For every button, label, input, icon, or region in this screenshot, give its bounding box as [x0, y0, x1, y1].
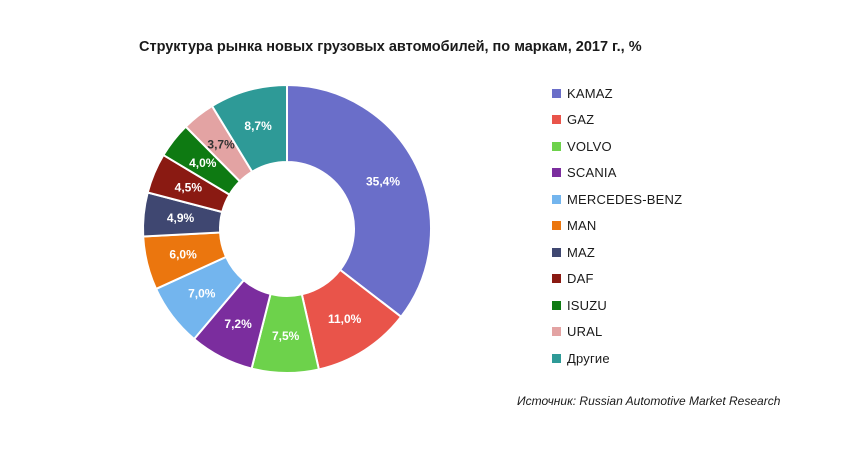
- legend-item: MAZ: [552, 239, 682, 266]
- data-label: 4,5%: [175, 181, 203, 195]
- legend-label: MERCEDES-BENZ: [567, 191, 683, 207]
- legend-label: SCANIA: [567, 165, 617, 181]
- legend-label: GAZ: [567, 112, 595, 128]
- legend-swatch: [552, 327, 561, 337]
- slice-другие: [210, 83, 288, 174]
- legend-swatch: [552, 247, 561, 257]
- legend-swatch: [552, 274, 561, 284]
- data-label: 3,7%: [207, 138, 235, 152]
- legend-swatch: [552, 141, 561, 151]
- legend-swatch: [552, 115, 561, 125]
- legend-label: URAL: [567, 324, 603, 340]
- slice-kamaz: [286, 83, 432, 319]
- data-label: 7,2%: [224, 317, 252, 331]
- legend-swatch: [552, 88, 561, 98]
- data-label: 7,5%: [272, 329, 300, 343]
- legend-label: DAF: [567, 271, 594, 287]
- legend-label: KAMAZ: [567, 85, 613, 101]
- legend-item: ISUZU: [552, 292, 682, 319]
- legend-label: MAN: [567, 218, 597, 234]
- legend-item: URAL: [552, 319, 682, 346]
- legend-swatch: [552, 168, 561, 178]
- data-label: 35,4%: [366, 175, 400, 189]
- legend-item: MERCEDES-BENZ: [552, 186, 682, 213]
- legend-swatch: [552, 353, 561, 363]
- legend-item: MAN: [552, 213, 682, 240]
- legend-item: Другие: [552, 345, 682, 372]
- legend-item: DAF: [552, 266, 682, 293]
- legend-label: MAZ: [567, 244, 596, 260]
- chart-legend: KAMAZ GAZ VOLVO SCANIA MERCEDES-BENZ MAN MAZ DA…: [552, 80, 682, 372]
- data-label: 7,0%: [188, 287, 216, 301]
- legend-item: GAZ: [552, 107, 682, 134]
- data-label: 11,0%: [328, 312, 362, 326]
- data-label: 4,9%: [167, 211, 195, 225]
- legend-item: VOLVO: [552, 133, 682, 160]
- legend-swatch: [552, 221, 561, 231]
- legend-label: ISUZU: [567, 297, 607, 313]
- data-label: 4,0%: [189, 156, 217, 170]
- legend-item: SCANIA: [552, 160, 682, 187]
- chart-title: Структура рынка новых грузовых автомобил…: [139, 39, 642, 55]
- data-label: 8,7%: [244, 119, 272, 133]
- legend-label: Другие: [567, 350, 610, 366]
- legend-item: KAMAZ: [552, 80, 682, 107]
- source-note: Источник: Russian Automotive Market Rese…: [517, 394, 781, 408]
- legend-swatch: [552, 194, 561, 204]
- legend-swatch: [552, 300, 561, 310]
- legend-label: VOLVO: [567, 138, 612, 154]
- data-label: 6,0%: [169, 247, 197, 261]
